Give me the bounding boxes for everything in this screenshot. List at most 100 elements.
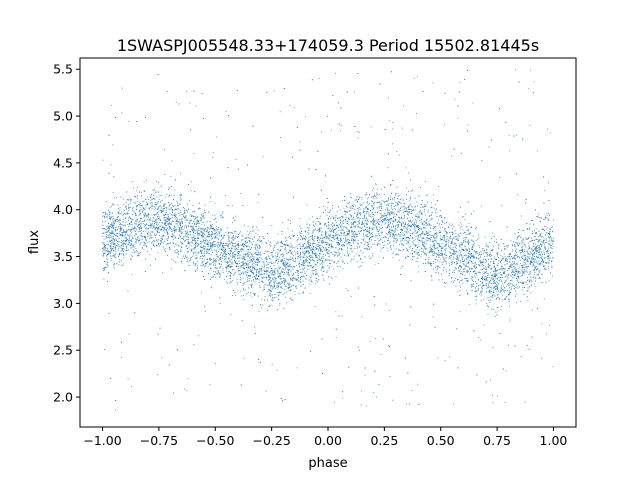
data-point xyxy=(284,260,286,261)
data-point xyxy=(330,243,332,245)
data-point xyxy=(546,212,548,214)
data-point xyxy=(529,286,531,288)
data-point xyxy=(184,219,186,221)
data-point xyxy=(290,251,292,253)
data-point xyxy=(252,225,254,227)
data-point xyxy=(330,263,332,265)
data-point xyxy=(527,277,529,278)
data-point xyxy=(460,259,461,261)
data-point xyxy=(482,282,484,284)
data-point xyxy=(242,235,244,237)
data-point xyxy=(268,267,270,269)
data-point xyxy=(222,250,224,252)
data-point xyxy=(201,243,203,245)
data-point xyxy=(358,221,360,223)
data-point xyxy=(417,257,419,259)
data-point xyxy=(176,244,178,246)
data-point xyxy=(503,257,505,259)
data-point xyxy=(260,251,261,253)
data-point xyxy=(201,230,203,232)
data-point xyxy=(168,218,170,220)
data-point xyxy=(487,305,489,306)
data-point xyxy=(416,201,418,203)
data-point xyxy=(402,239,404,241)
data-point xyxy=(544,190,546,192)
data-point xyxy=(460,265,462,267)
data-point xyxy=(293,278,295,280)
data-point xyxy=(398,201,400,202)
data-point xyxy=(347,229,349,231)
data-point xyxy=(121,232,123,234)
data-point xyxy=(255,248,257,250)
data-point xyxy=(141,191,142,193)
data-point xyxy=(333,218,335,220)
data-point xyxy=(116,219,118,221)
data-point xyxy=(338,245,340,247)
data-point xyxy=(165,196,167,198)
data-point xyxy=(177,225,179,227)
data-point xyxy=(194,237,196,239)
data-point xyxy=(475,228,476,230)
data-point xyxy=(449,244,451,246)
data-point xyxy=(436,253,438,255)
data-point xyxy=(475,227,477,228)
data-point xyxy=(418,271,419,273)
data-point xyxy=(358,223,360,225)
data-point xyxy=(326,259,328,261)
data-point xyxy=(354,218,356,220)
data-point xyxy=(416,233,418,235)
data-point xyxy=(385,232,387,234)
data-point xyxy=(481,205,482,207)
data-point xyxy=(189,200,191,202)
data-point xyxy=(297,252,299,254)
data-point xyxy=(394,231,396,233)
data-point xyxy=(528,279,530,281)
data-point xyxy=(429,214,431,216)
data-point xyxy=(351,240,352,242)
data-point xyxy=(517,264,519,266)
data-point xyxy=(284,258,285,259)
data-point xyxy=(313,246,315,248)
data-point xyxy=(327,226,329,228)
data-point xyxy=(459,81,461,83)
data-point xyxy=(390,184,392,186)
data-point xyxy=(302,245,304,247)
data-point xyxy=(147,250,148,252)
data-point xyxy=(445,269,447,271)
data-point xyxy=(446,271,447,273)
data-point xyxy=(381,221,383,223)
data-point xyxy=(187,208,189,210)
data-point xyxy=(134,222,136,224)
data-point xyxy=(229,259,231,261)
data-point xyxy=(359,212,361,214)
data-point xyxy=(194,238,196,240)
data-point xyxy=(408,191,409,193)
data-point xyxy=(444,286,446,288)
data-point xyxy=(384,193,385,195)
data-point xyxy=(453,237,455,239)
data-point xyxy=(452,239,454,241)
data-point xyxy=(476,285,478,287)
data-point xyxy=(276,284,278,286)
data-point xyxy=(229,282,231,284)
data-point xyxy=(270,287,272,289)
data-point xyxy=(109,212,111,214)
data-point xyxy=(513,256,515,258)
data-point xyxy=(293,106,295,108)
data-point xyxy=(134,226,136,228)
data-point xyxy=(199,245,201,247)
data-point xyxy=(201,257,203,259)
data-point xyxy=(413,251,415,253)
data-point xyxy=(220,249,222,251)
data-point xyxy=(119,252,121,254)
data-point xyxy=(547,217,549,219)
data-point xyxy=(258,282,260,284)
data-point xyxy=(462,256,464,258)
data-point xyxy=(313,226,315,228)
data-point xyxy=(474,242,476,244)
data-point xyxy=(296,264,298,266)
data-point xyxy=(143,241,145,243)
data-point xyxy=(402,221,404,223)
data-point xyxy=(493,275,495,277)
data-point xyxy=(121,248,123,250)
